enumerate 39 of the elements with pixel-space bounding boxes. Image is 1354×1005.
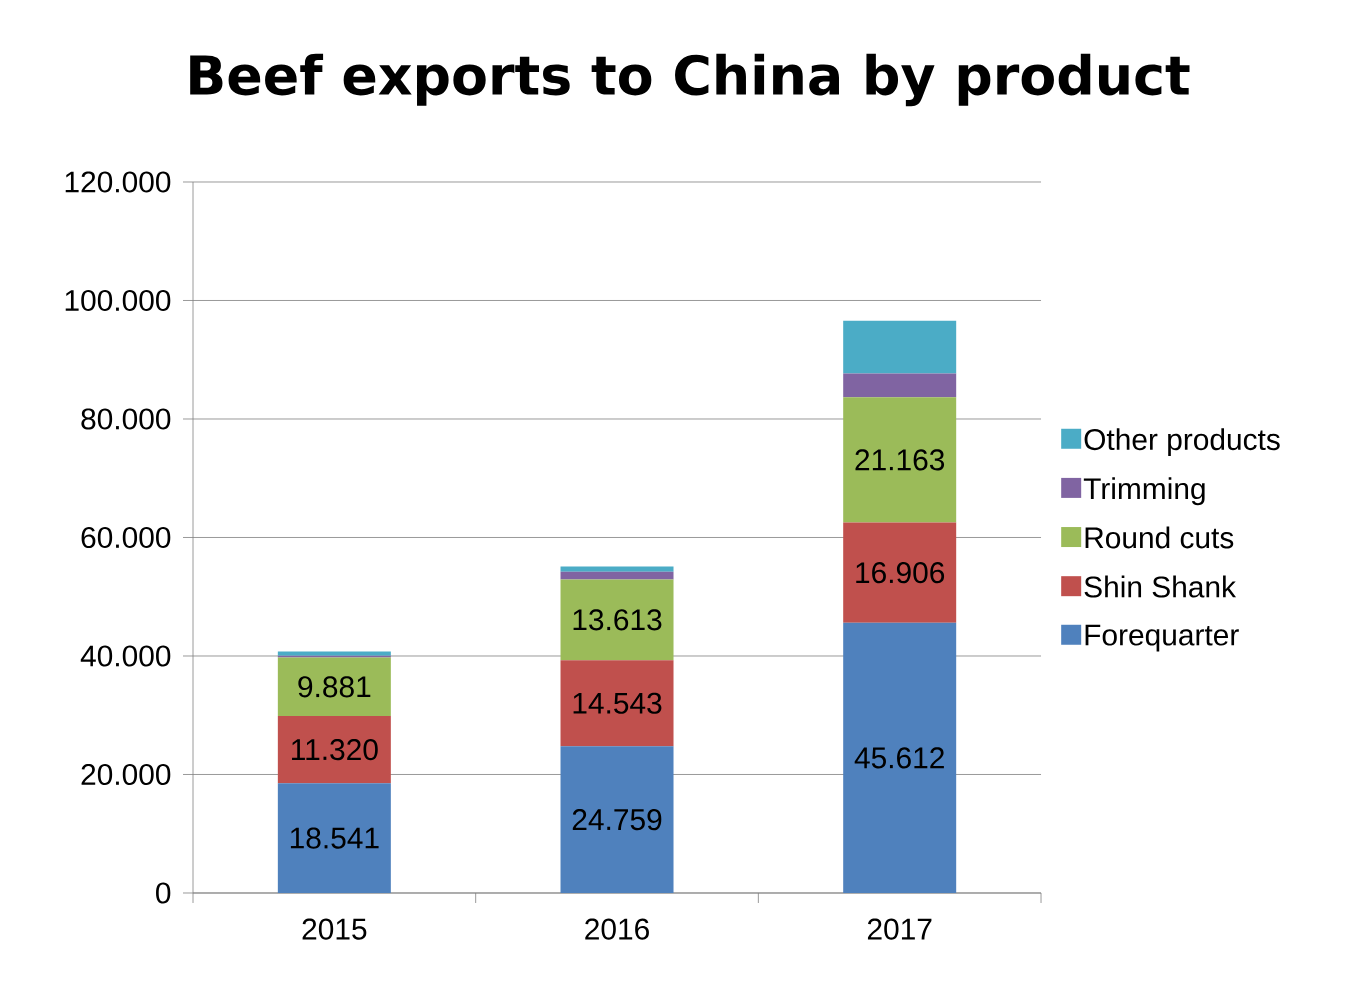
data-label: 21.163	[855, 449, 945, 471]
y-tick-label: 60.000	[81, 526, 171, 549]
y-tick-label: 0	[156, 882, 171, 904]
y-tick-label: 80.000	[81, 408, 171, 430]
y-tick-label: 40.000	[80, 645, 171, 667]
bar	[560, 746, 674, 893]
y-tick-label: 120.000	[65, 171, 171, 193]
data-label: 14.543	[573, 692, 662, 714]
y-tick-label: 100.000	[65, 289, 171, 312]
bar	[277, 657, 391, 717]
legend-label: Forequarter	[1085, 624, 1239, 652]
bar	[560, 579, 674, 661]
legend-label: Shin Shank	[1084, 575, 1237, 598]
bar	[560, 660, 674, 747]
data-label: 24.759	[572, 809, 662, 831]
bar	[560, 571, 674, 580]
bar	[277, 651, 391, 656]
bar	[277, 716, 391, 784]
x-tick-label: 2015	[302, 918, 367, 940]
bar	[843, 522, 957, 623]
bar	[843, 622, 957, 893]
data-label: 18.541	[290, 827, 379, 849]
data-label: 16.906	[856, 562, 945, 584]
chart-title: Beef exports to China by product	[190, 53, 1190, 107]
data-label: 45.612	[854, 747, 944, 769]
legend-label: Other products	[1084, 428, 1280, 457]
y-tick-label: 20.000	[81, 763, 171, 786]
data-label: 11.320	[292, 739, 378, 761]
x-tick-label: 2017	[867, 918, 932, 940]
data-label: 9.881	[298, 676, 371, 698]
bar	[277, 783, 391, 893]
bar	[843, 373, 957, 398]
bar	[560, 566, 674, 572]
legend-label: Trimming	[1083, 477, 1205, 506]
bar	[843, 397, 957, 523]
data-label: 13.613	[573, 609, 662, 631]
x-tick-label: 2016	[585, 918, 649, 940]
bar	[843, 320, 957, 374]
legend-label: Round cuts	[1085, 526, 1234, 549]
